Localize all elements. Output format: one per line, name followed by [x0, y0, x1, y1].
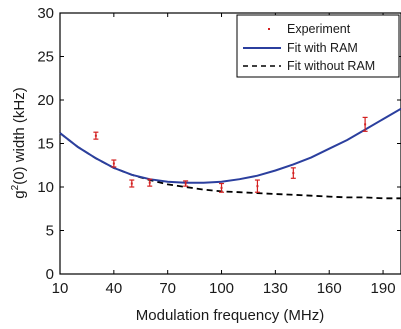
experiment-point	[147, 178, 153, 187]
y-tick-label: 10	[37, 179, 54, 196]
data-point	[148, 181, 151, 184]
legend-fit-ram-label: Fit with RAM	[287, 41, 358, 55]
experiment-point	[183, 180, 189, 187]
legend-experiment-label: Experiment	[287, 22, 351, 36]
y-tick-label: 5	[46, 223, 54, 240]
x-tick-label: 190	[371, 280, 396, 297]
experiment-points	[93, 116, 368, 193]
experiment-point	[362, 116, 368, 132]
y-tick-label: 20	[37, 92, 54, 109]
fit-with-ram-line	[59, 107, 401, 184]
y-axis-label: g2(0) width (kHz)	[10, 87, 28, 198]
data-point	[220, 186, 223, 189]
data-point	[112, 162, 115, 165]
data-point	[292, 172, 295, 175]
fit-without-ram-line	[59, 132, 401, 200]
axis-ticks: 10 40 70 100 130 160 190 0 5 10 15 20 25 30	[37, 5, 401, 297]
legend-fit-noram-label: Fit without RAM	[287, 59, 375, 73]
experiment-point	[290, 167, 296, 179]
experiment-point	[111, 159, 117, 168]
y-tick-label: 15	[37, 136, 54, 153]
x-tick-label: 10	[52, 280, 69, 297]
experiment-point	[219, 182, 225, 193]
x-tick-label: 70	[159, 280, 176, 297]
y-tick-label: 0	[46, 266, 54, 283]
data-point	[364, 123, 367, 126]
x-tick-label: 160	[317, 280, 342, 297]
fit-curves	[59, 107, 401, 200]
data-point	[94, 134, 97, 137]
experiment-point	[254, 179, 260, 193]
y-tick-label: 30	[37, 5, 54, 22]
data-point	[256, 185, 259, 188]
experiment-point	[93, 131, 99, 140]
y-axis-label-superscript: 2	[10, 184, 21, 190]
x-axis-label: Modulation frequency (MHz)	[136, 307, 324, 324]
y-axis-label-rest: (0) width (kHz)	[11, 87, 28, 185]
x-tick-label: 100	[209, 280, 234, 297]
y-tick-label: 25	[37, 49, 54, 66]
x-tick-label: 130	[263, 280, 288, 297]
data-point	[130, 182, 133, 185]
experiment-point	[129, 179, 135, 188]
legend-experiment-marker	[268, 28, 270, 30]
legend: Experiment Fit with RAM Fit without RAM	[236, 14, 400, 78]
x-tick-label: 40	[105, 280, 122, 297]
data-point	[184, 182, 187, 185]
